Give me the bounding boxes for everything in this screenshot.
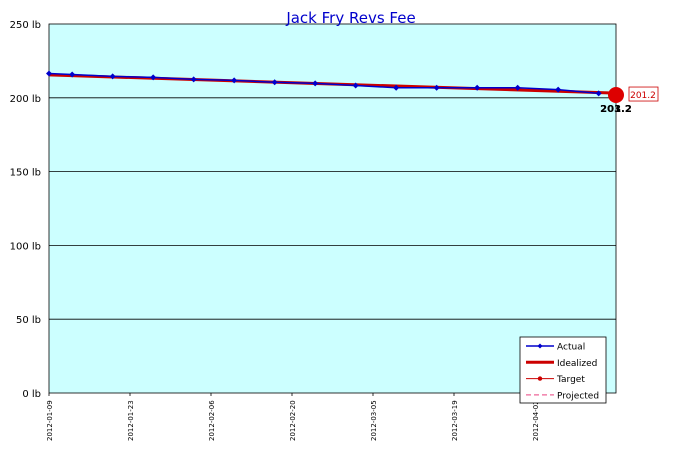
y-tick-label: 0 lb <box>22 389 41 400</box>
x-tick-label: 2012-01-09 <box>46 400 54 441</box>
y-tick-label: 50 lb <box>16 315 41 326</box>
legend-label: Idealized <box>557 359 597 369</box>
x-tick-label: 2012-04-02 <box>532 400 540 441</box>
x-tick-label: 2012-01-23 <box>127 400 135 441</box>
actual-point <box>46 70 52 77</box>
legend-label: Actual <box>557 343 585 353</box>
target-marker <box>608 87 624 104</box>
actual-point <box>271 79 278 86</box>
actual-point <box>555 86 562 93</box>
series-layer <box>46 70 617 97</box>
target-callout-label: 201.2 <box>630 91 656 101</box>
legend-label: Projected <box>557 391 599 401</box>
legend-item-target: Target <box>526 375 585 385</box>
actual-point <box>595 90 602 97</box>
actual-point <box>109 73 116 80</box>
legend-swatch-marker <box>537 376 543 381</box>
actual-point <box>150 74 157 81</box>
y-tick-label: 200 lb <box>10 94 41 105</box>
legend-item-projected: Projected <box>526 391 599 401</box>
x-tick-label: 2012-03-19 <box>451 400 459 441</box>
actual-point <box>190 76 197 83</box>
actual-point <box>231 77 238 84</box>
y-tick-label: 250 lb <box>10 20 41 31</box>
chart-title: Jack Fry Revs Fee <box>285 9 415 27</box>
actual-point <box>312 80 319 87</box>
y-axis: 0 lb 50 lb 100 lb 150 lb 200 lb 250 lb <box>10 20 41 400</box>
x-axis: 2012-01-09 2012-01-23 2012-02-06 2012-02-20… <box>46 393 540 441</box>
x-tick-label: 2012-02-20 <box>289 400 297 441</box>
actual-point <box>393 84 400 91</box>
legend-box <box>519 336 607 404</box>
end-value-label-target: 201.2 <box>600 104 632 115</box>
legend: Actual Idealized Target Projected <box>519 336 607 404</box>
target-callout-box <box>628 86 659 102</box>
actual-point <box>69 71 76 78</box>
legend-item-actual: Actual <box>526 343 585 353</box>
legend-item-idealized: Idealized <box>526 359 597 369</box>
actual-point <box>352 82 359 89</box>
grid <box>49 97 616 320</box>
y-tick-label: 150 lb <box>10 168 41 179</box>
x-tick-label: 2012-02-06 <box>208 400 216 441</box>
actual-point <box>433 84 440 91</box>
actual-point <box>514 84 521 91</box>
legend-label: Target <box>556 375 585 385</box>
actual-point <box>474 84 481 91</box>
y-tick-label: 100 lb <box>10 241 41 252</box>
legend-swatch-marker <box>537 343 543 349</box>
end-value-label-idealized: 203.2 <box>600 104 632 115</box>
x-tick-label: 2012-03-05 <box>370 400 378 441</box>
